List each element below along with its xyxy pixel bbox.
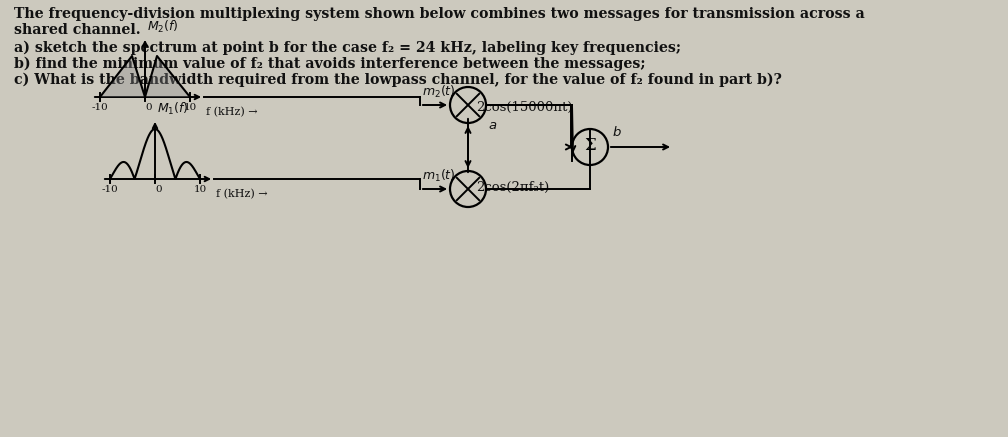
Text: shared channel.: shared channel. — [14, 23, 141, 37]
Text: b: b — [613, 126, 621, 139]
Text: b) find the minimum value of f₂ that avoids interference between the messages;: b) find the minimum value of f₂ that avo… — [14, 57, 645, 71]
Text: -10: -10 — [92, 103, 109, 112]
Polygon shape — [100, 56, 145, 97]
Text: 2cos(15000πt): 2cos(15000πt) — [476, 101, 573, 114]
Text: f (kHz) →: f (kHz) → — [206, 107, 258, 117]
Text: 10: 10 — [183, 103, 197, 112]
Text: a: a — [488, 119, 496, 132]
Text: a) sketch the spectrum at point b for the case f₂ = 24 kHz, labeling key frequen: a) sketch the spectrum at point b for th… — [14, 41, 681, 55]
Text: 2cos(2πf₂t): 2cos(2πf₂t) — [476, 181, 549, 194]
Text: -10: -10 — [102, 185, 118, 194]
Text: Σ: Σ — [584, 138, 596, 155]
Text: $M_2(f)$: $M_2(f)$ — [147, 19, 178, 35]
Text: $M_1(f)$: $M_1(f)$ — [157, 101, 188, 117]
Polygon shape — [145, 56, 190, 97]
Text: 10: 10 — [194, 185, 207, 194]
Text: $m_1(t)$: $m_1(t)$ — [422, 168, 456, 184]
Text: 0: 0 — [155, 185, 162, 194]
Text: f (kHz) →: f (kHz) → — [216, 189, 268, 199]
Text: c) What is the bandwidth required from the lowpass channel, for the value of f₂ : c) What is the bandwidth required from t… — [14, 73, 782, 87]
Text: The frequency-division multiplexing system shown below combines two messages for: The frequency-division multiplexing syst… — [14, 7, 865, 21]
Text: 0: 0 — [146, 103, 152, 112]
Text: $m_2(t)$: $m_2(t)$ — [422, 84, 456, 100]
